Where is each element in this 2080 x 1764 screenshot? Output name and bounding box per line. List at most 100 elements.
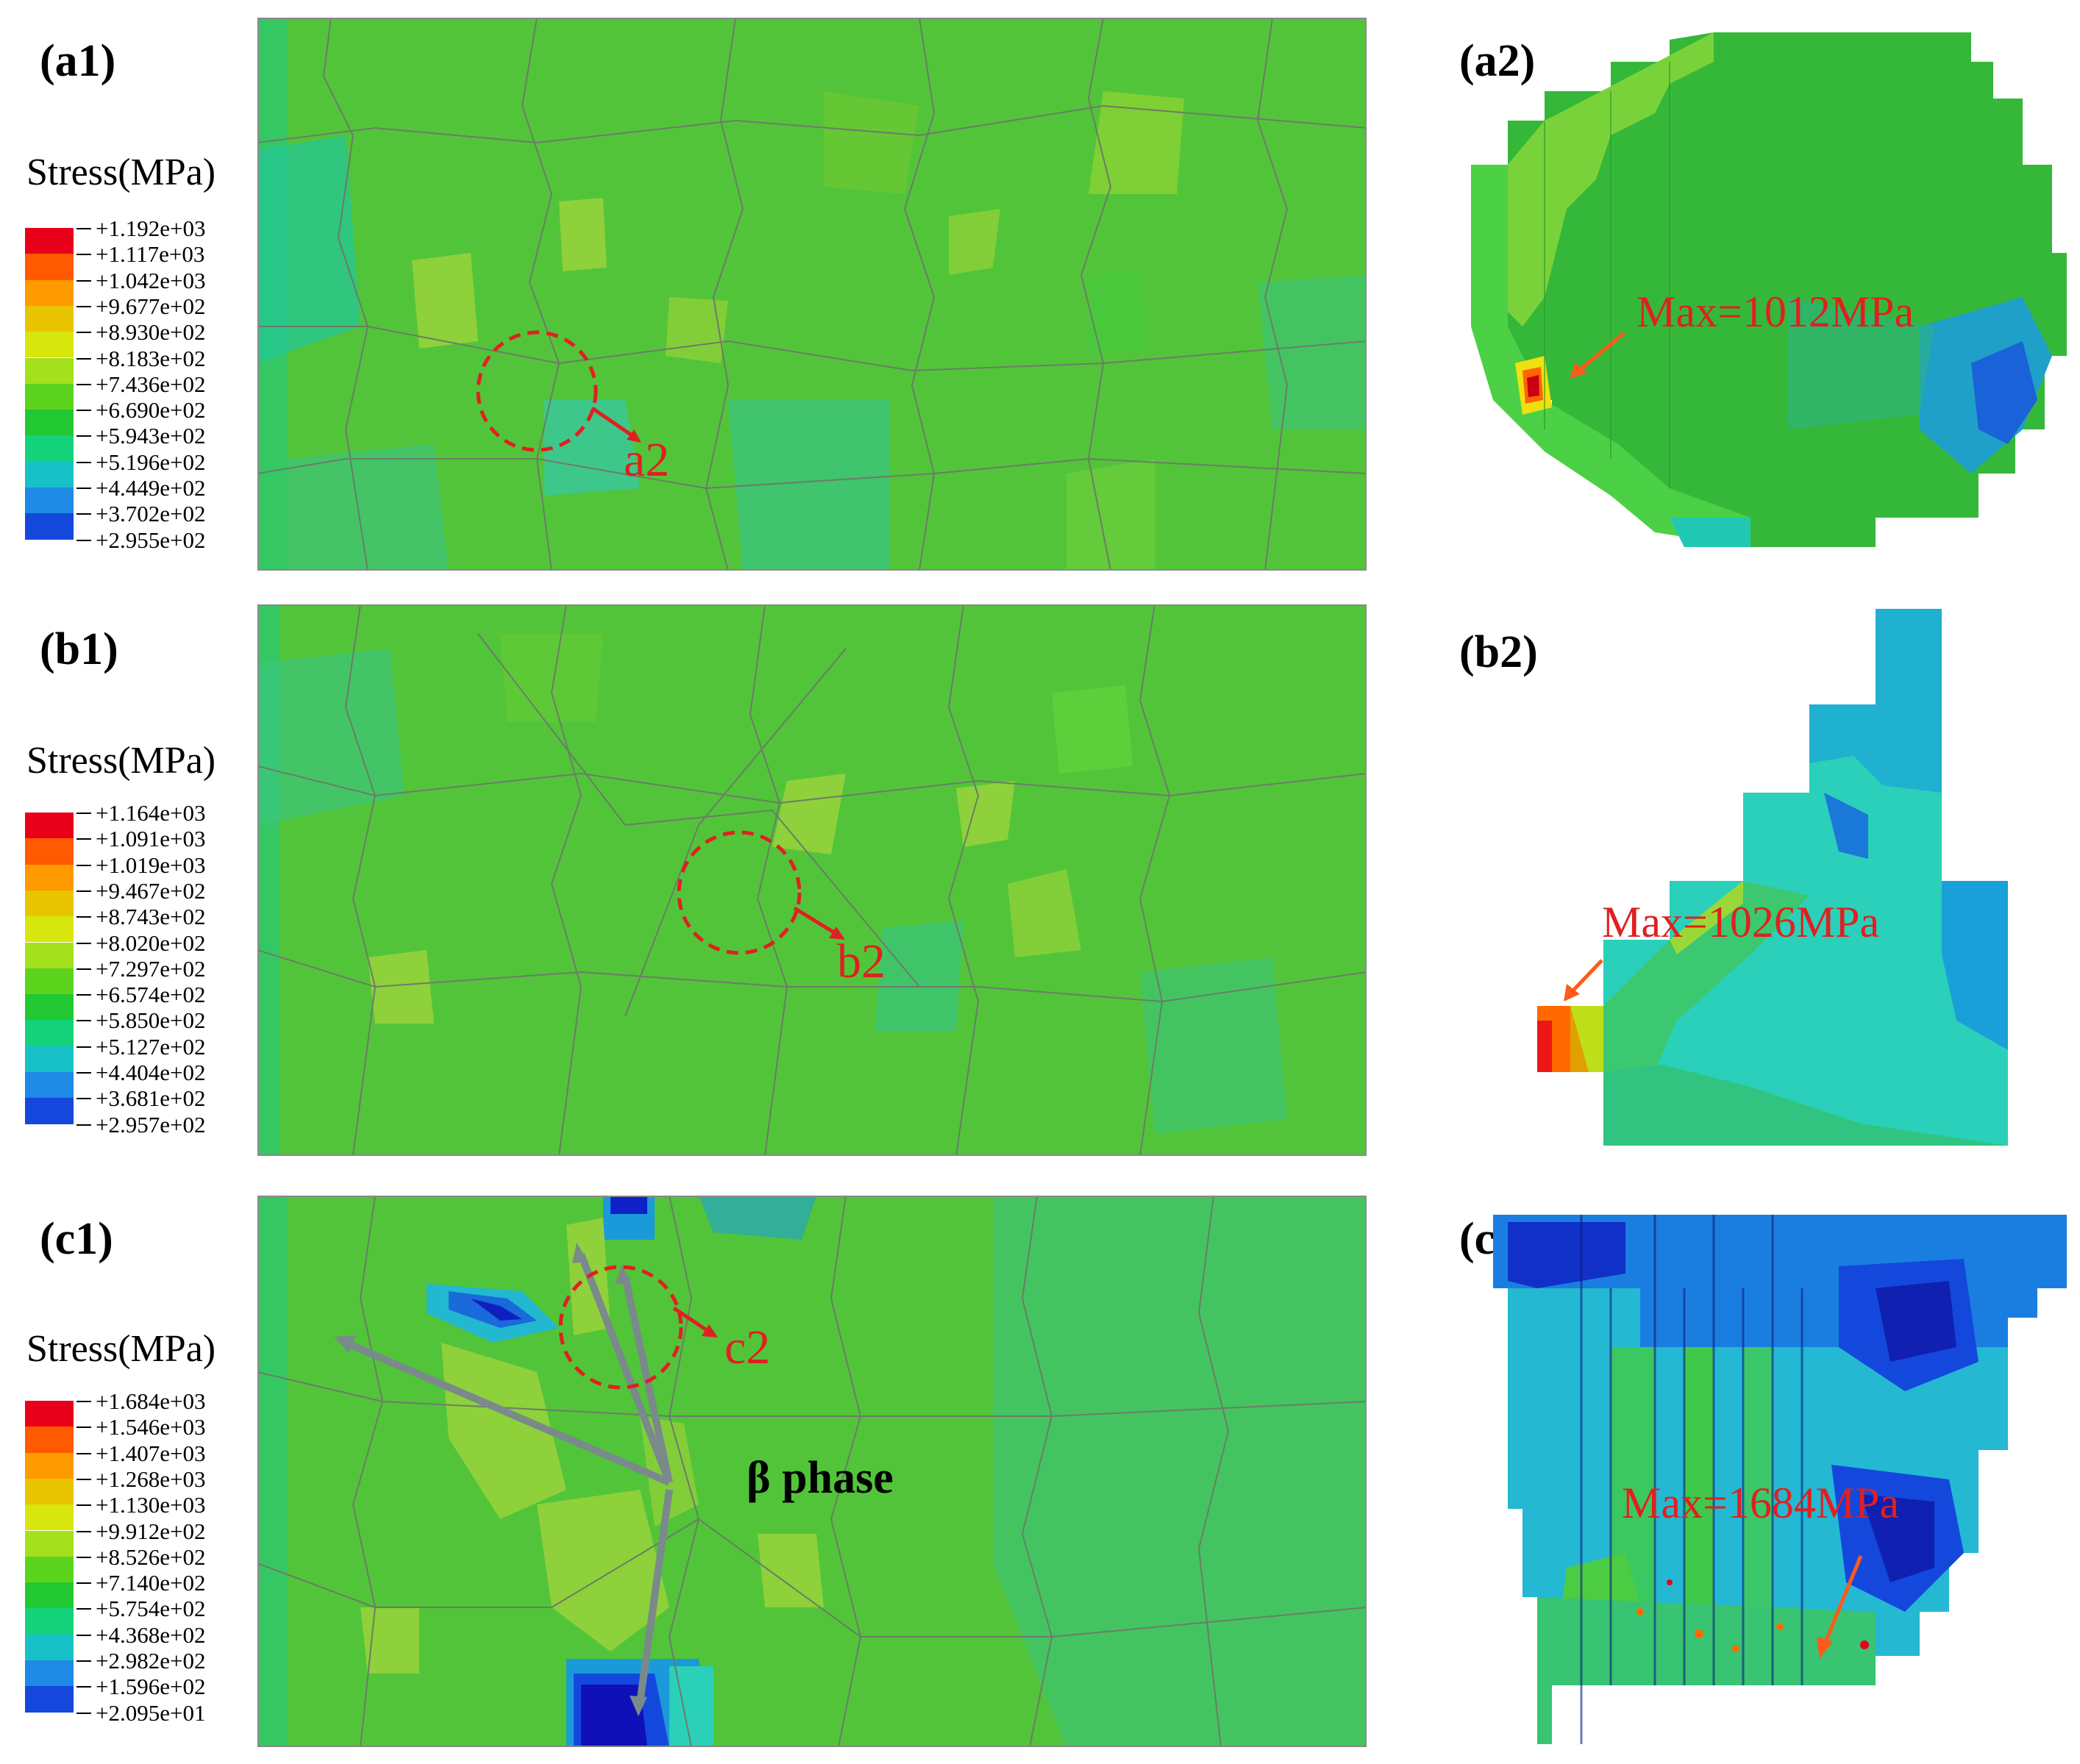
max-label-c2: Max=1684MPa xyxy=(1622,1479,1900,1527)
legend-value: +8.183e+02 xyxy=(96,345,206,371)
legend-value: +1.042e+03 xyxy=(96,267,206,293)
legend-value: +3.702e+02 xyxy=(96,501,206,527)
legend-swatch xyxy=(25,864,74,890)
legend-swatch xyxy=(25,813,74,839)
legend-value: +5.850e+02 xyxy=(96,1007,206,1034)
panel-label-c1: (c1) xyxy=(40,1214,113,1264)
legend-swatch xyxy=(25,513,74,540)
legend-tick xyxy=(76,1098,91,1100)
max-label-b2: Max=1026MPa xyxy=(1602,898,1880,946)
legend-swatch xyxy=(25,1530,74,1557)
legend-value: +2.095e+01 xyxy=(96,1699,206,1726)
legend-swatch xyxy=(25,1582,74,1609)
legend-tick xyxy=(76,1504,91,1507)
legend-swatch xyxy=(25,1072,74,1099)
panel-label-b1: (b1) xyxy=(40,624,118,674)
legend-value: +7.436e+02 xyxy=(96,371,206,397)
legend-swatch xyxy=(25,254,74,280)
legend-value: +9.677e+02 xyxy=(96,293,206,319)
legend-c1: +1.684e+03 +1.546e+03 +1.407e+03 +1.268e+03… xyxy=(25,1390,246,1746)
legend-tick xyxy=(76,838,91,840)
legend-swatch xyxy=(25,383,74,410)
legend-tick xyxy=(76,942,91,944)
annotation-a2: a2 xyxy=(624,433,670,487)
legend-swatch xyxy=(25,1660,74,1687)
arrow-max-b2 xyxy=(1564,959,1603,1001)
legend-tick xyxy=(76,279,91,282)
stress-field-a1 xyxy=(257,18,1367,571)
grain-3d-a2 xyxy=(1471,32,2067,547)
legend-swatch xyxy=(25,1020,74,1046)
legend-value: +6.690e+02 xyxy=(96,397,206,424)
legend-value: +1.596e+02 xyxy=(96,1674,206,1700)
legend-swatch xyxy=(25,916,74,943)
legend-tick xyxy=(76,539,91,541)
legend-tick xyxy=(76,1072,91,1074)
arrow-max-c2 xyxy=(1817,1555,1863,1659)
annotation-c2: c2 xyxy=(724,1321,771,1374)
legend-tick xyxy=(76,305,91,307)
legend-swatch xyxy=(25,1504,74,1531)
legend-tick xyxy=(76,1530,91,1532)
legend-tick xyxy=(76,332,91,334)
stress-title-c1: Stress(MPa) xyxy=(26,1328,216,1370)
legend-tick xyxy=(76,1046,91,1048)
legend-swatch xyxy=(25,1452,74,1479)
legend-tick xyxy=(76,1712,91,1714)
legend-tick xyxy=(76,968,91,970)
legend-value: +8.743e+02 xyxy=(96,904,206,930)
legend-swatch xyxy=(25,461,74,488)
legend-tick xyxy=(76,1452,91,1454)
legend-swatch xyxy=(25,1634,74,1660)
legend-value: +1.019e+03 xyxy=(96,851,206,878)
legend-tick xyxy=(76,383,91,385)
legend-tick xyxy=(76,1556,91,1558)
legend-b1: +1.164e+03 +1.091e+03 +1.019e+03 +9.467e+02… xyxy=(25,801,246,1158)
legend-tick xyxy=(76,461,91,463)
legend-value: +1.130e+03 xyxy=(96,1492,206,1518)
legend-swatch xyxy=(25,994,74,1021)
legend-tick xyxy=(76,488,91,489)
legend-tick xyxy=(76,1020,91,1022)
legend-swatch xyxy=(25,1401,74,1427)
legend-value: +5.196e+02 xyxy=(96,449,206,475)
legend-tick xyxy=(76,813,91,814)
legend-swatch xyxy=(25,228,74,254)
legend-tick xyxy=(76,994,91,996)
legend-swatch xyxy=(25,410,74,436)
legend-value: +5.754e+02 xyxy=(96,1596,206,1622)
grain-3d-b2 xyxy=(1537,609,2008,1146)
legend-swatch xyxy=(25,890,74,917)
legend-swatch xyxy=(25,968,74,995)
legend-tick xyxy=(76,1686,91,1688)
legend-value: +1.164e+03 xyxy=(96,800,206,826)
legend-value: +4.404e+02 xyxy=(96,1060,206,1085)
panel-label-a1: (a1) xyxy=(40,36,116,86)
legend-tick xyxy=(76,410,91,412)
legend-swatch xyxy=(25,838,74,865)
legend-value: +3.681e+02 xyxy=(96,1085,206,1112)
legend-tick xyxy=(76,1426,91,1429)
legend-tick xyxy=(76,1401,91,1402)
legend-swatch xyxy=(25,279,74,306)
legend-tick xyxy=(76,357,91,360)
grain-3d-c2 xyxy=(1493,1215,2067,1744)
legend-value: +9.467e+02 xyxy=(96,877,206,904)
legend-tick xyxy=(76,1634,91,1636)
legend-tick xyxy=(76,1124,91,1126)
stress-title-a1: Stress(MPa) xyxy=(26,151,216,193)
legend-value: +9.912e+02 xyxy=(96,1518,206,1544)
legend-swatch xyxy=(25,305,74,332)
panel-label-a2: (a2) xyxy=(1459,36,1536,86)
legend-tick xyxy=(76,1660,91,1662)
max-label-a2: Max=1012MPa xyxy=(1636,288,1915,336)
legend-value: +1.091e+03 xyxy=(96,826,206,852)
legend-swatch xyxy=(25,357,74,384)
legend-value: +5.943e+02 xyxy=(96,423,206,449)
legend-value: +8.930e+02 xyxy=(96,319,206,346)
legend-tick xyxy=(76,890,91,892)
dashed-circle-b2 xyxy=(677,830,802,955)
legend-swatch xyxy=(25,488,74,514)
arrow-a2 xyxy=(591,406,641,443)
legend-tick xyxy=(76,1582,91,1585)
